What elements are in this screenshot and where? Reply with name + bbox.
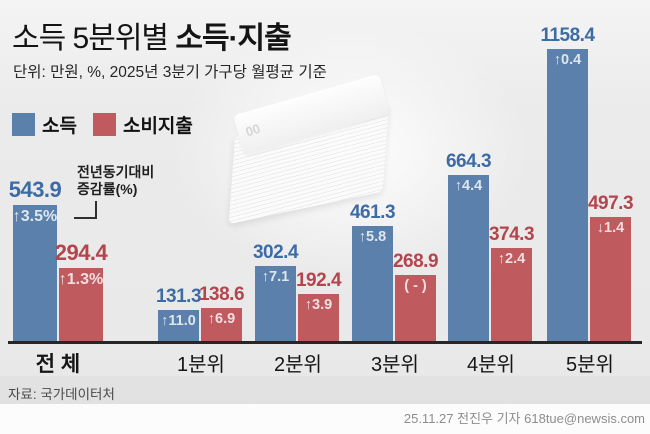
bar-income-4 (448, 175, 489, 343)
legend: 소득 소비지출 (12, 111, 193, 138)
income-color-swatch (12, 113, 35, 136)
x-axis-line (8, 341, 642, 344)
title-bold-part: 소득·지출 (175, 22, 291, 55)
value-label-expenditure-4: 374.3 (488, 224, 535, 245)
change-label-expenditure-5: ↓1.4 (596, 220, 625, 236)
legend-label-expenditure: 소비지출 (122, 116, 193, 137)
legend-item-income: 소득 (12, 111, 77, 138)
bar-income-2 (255, 266, 296, 343)
bar-expenditure-1 (201, 308, 242, 343)
annotation-connector-vertical (95, 201, 97, 219)
x-label-4: 4분위 (467, 354, 515, 376)
annotation-line-2: 증감률(%) (77, 181, 138, 197)
expenditure-color-swatch (92, 113, 116, 136)
bar-expenditure-4 (491, 248, 532, 343)
value-label-income-1: 131.3 (155, 286, 202, 307)
legend-label-income: 소득 (42, 116, 77, 137)
page-title: 소득 5분위별 소득·지출 (12, 13, 292, 57)
value-label-income-0: 543.9 (8, 177, 62, 202)
value-label-income-2: 302.4 (252, 242, 299, 263)
value-label-expenditure-3: 268.9 (392, 251, 439, 272)
bar-income-1 (158, 310, 199, 343)
bar-income-0 (13, 205, 57, 343)
bar-expenditure-2 (298, 294, 339, 343)
bars-layer: 543.9 ↑3.5% 294.4 ↑1.3% 131.3 ↑11.0 138.6 ↑6.9 3… (8, 25, 634, 343)
value-label-expenditure-0: 294.4 (54, 240, 108, 265)
change-label-expenditure-2: ↑3.9 (304, 297, 333, 313)
annotation-line-1: 전년동기대비 (77, 164, 155, 180)
change-label-income-3: ↑5.8 (358, 229, 387, 245)
x-label-1: 1분위 (177, 354, 225, 376)
change-label-income-4: ↑4.4 (454, 178, 483, 194)
bar-income-3 (352, 226, 393, 343)
bar-expenditure-3 (395, 275, 436, 343)
source-text: 자료: 국가데이터처 (8, 387, 115, 402)
change-label-income-0: ↑3.5% (12, 208, 58, 225)
change-label-income-1: ↑11.0 (161, 313, 196, 329)
change-label-income-2: ↑7.1 (261, 269, 290, 285)
x-label-2: 2분위 (274, 354, 322, 376)
value-label-income-4: 664.3 (445, 151, 492, 172)
value-label-expenditure-1: 138.6 (198, 284, 245, 305)
annotation-connector-horizontal (74, 217, 97, 219)
x-label-5: 5분위 (566, 354, 614, 376)
value-label-income-5: 1158.4 (540, 25, 595, 46)
bar-income-5 (547, 49, 588, 343)
change-label-income-5: ↑0.4 (553, 52, 582, 68)
value-label-expenditure-2: 192.4 (295, 270, 342, 291)
footer-bar: 25.11.27 전진우 기자 618tue@newsis.com (0, 404, 650, 434)
legend-item-expenditure: 소비지출 (92, 111, 193, 138)
change-label-expenditure-1: ↑6.9 (207, 311, 236, 327)
change-label-expenditure-0: ↑1.3% (58, 271, 104, 288)
title-regular-part: 소득 5분위별 (12, 22, 176, 55)
byline-credit: 25.11.27 전진우 기자 618tue@newsis.com (403, 411, 645, 426)
change-label-expenditure-4: ↑2.4 (497, 251, 526, 267)
bar-expenditure-0 (59, 268, 103, 343)
value-label-expenditure-5: 497.3 (587, 193, 634, 214)
change-label-expenditure-3: ( - ) (404, 278, 427, 294)
yoy-change-annotation: 전년동기대비 증감률(%) (77, 164, 154, 198)
bar-expenditure-5 (590, 217, 631, 343)
x-label-3: 3분위 (371, 354, 419, 376)
subtitle-unit-note: 단위: 만원, %, 2025년 3분기 가구당 월평균 기준 (13, 64, 327, 81)
value-label-income-3: 461.3 (349, 202, 396, 223)
x-label-0: 전 체 (35, 353, 81, 376)
